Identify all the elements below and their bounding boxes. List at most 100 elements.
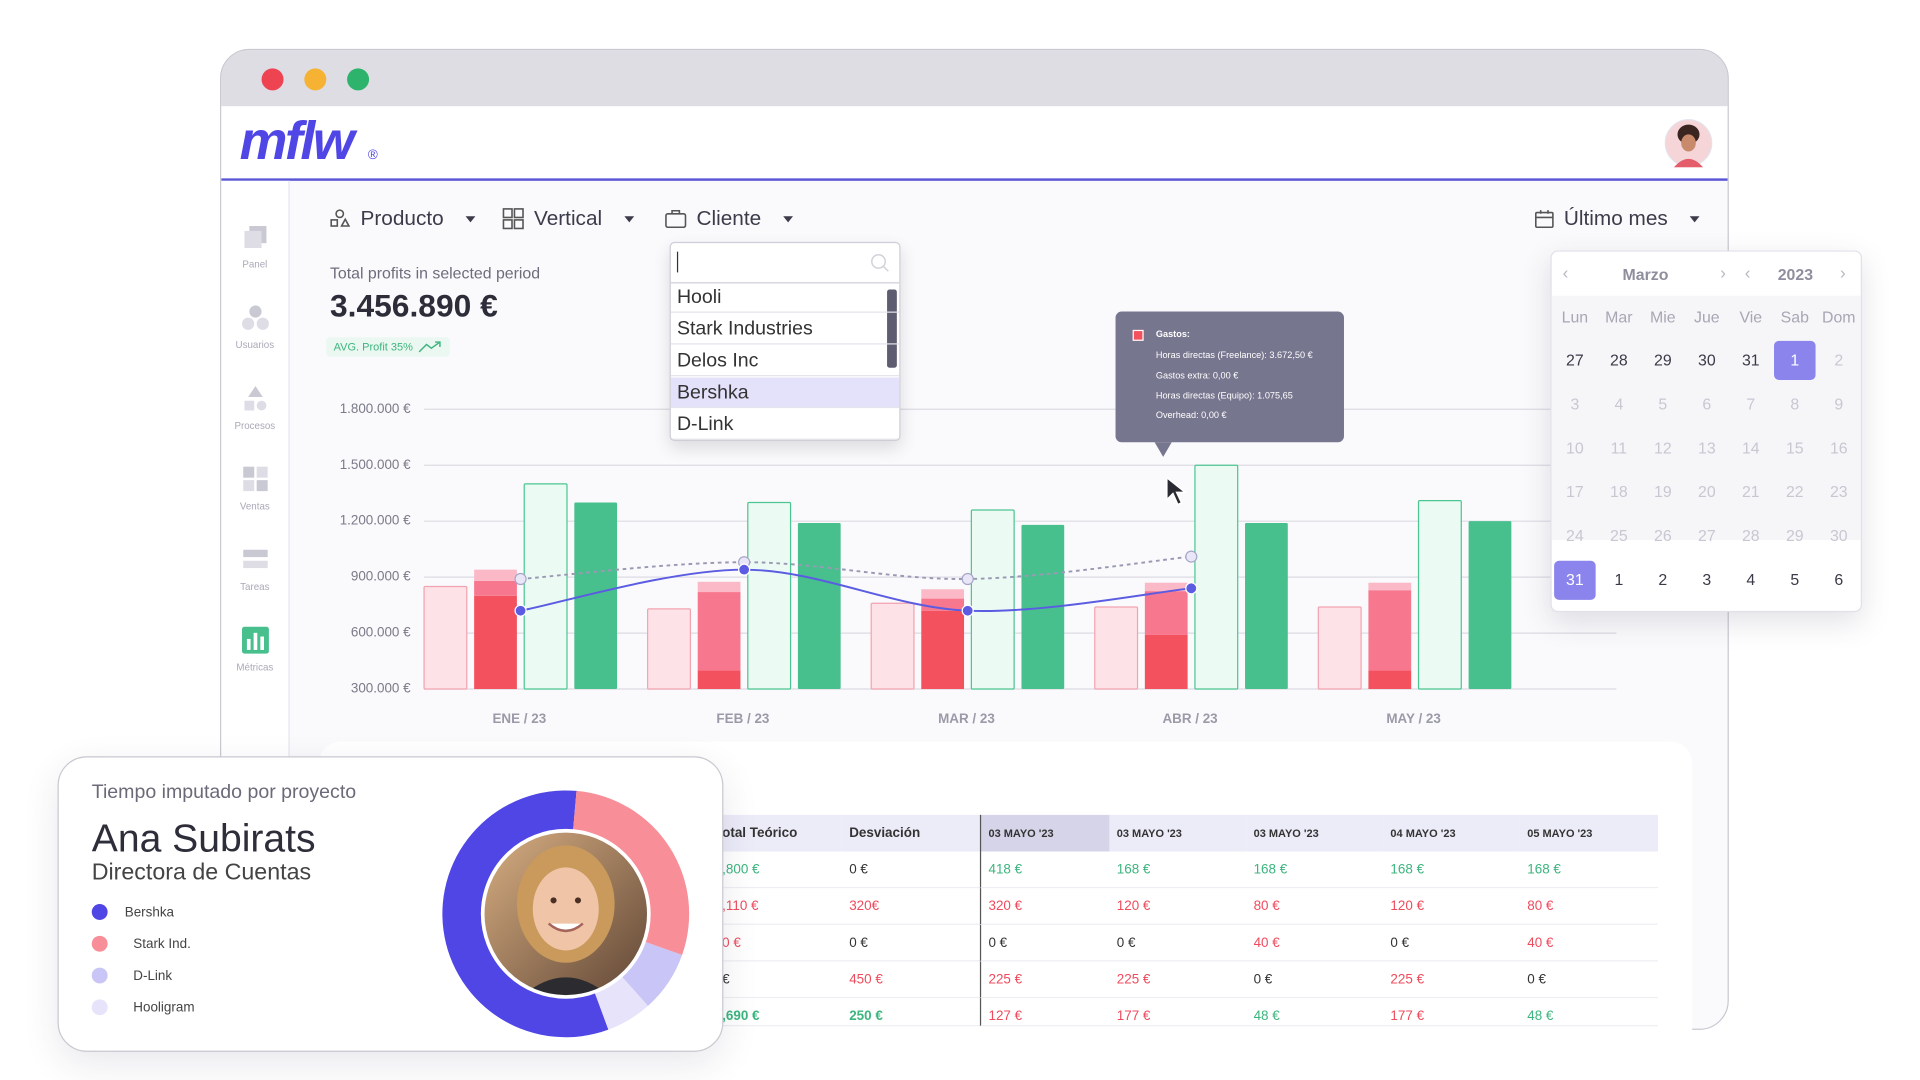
calendar-day[interactable]: 27: [1697, 526, 1716, 545]
table-header: 03 MAYO '23: [979, 814, 1110, 852]
calendar-day[interactable]: 29: [1654, 350, 1672, 369]
sidebar-label: Procesos: [234, 420, 276, 432]
calendar-day[interactable]: 20: [1697, 482, 1716, 501]
tooltip: Gastos: Horas directas (Freelance): 3.67…: [1115, 311, 1344, 457]
calendar-header: [1552, 252, 1861, 296]
caret: [624, 215, 634, 222]
table-cell: 0 €: [1383, 925, 1520, 962]
x-tick-label: ABR / 23: [1162, 711, 1217, 726]
bar: [1094, 606, 1139, 690]
minimize-button[interactable]: [304, 68, 327, 91]
calendar-day[interactable]: 15: [1785, 438, 1804, 457]
sidebar-item[interactable]: Panel: [221, 222, 288, 270]
tooltip-line: Horas directas (Equipo): 1.075,65: [1155, 389, 1293, 401]
sidebar-item[interactable]: Métricas: [221, 626, 288, 673]
sidebar-item[interactable]: Tareas: [221, 545, 288, 593]
y-tick-label: 300.000 €: [351, 681, 411, 696]
calendar-day[interactable]: 24: [1566, 526, 1584, 545]
photo-ring: [480, 828, 651, 999]
sidebar-item[interactable]: Ventas: [221, 464, 288, 512]
calendar-day[interactable]: 6: [1702, 394, 1712, 413]
dropdown-option[interactable]: Delos Inc: [670, 346, 900, 377]
calendar-day[interactable]: 28: [1610, 350, 1628, 369]
calendar-day[interactable]: 19: [1654, 482, 1672, 501]
calendar-day[interactable]: 5: [1658, 394, 1668, 413]
icon: [502, 208, 524, 230]
calendar-day[interactable]: 4: [1746, 570, 1756, 589]
dropdown-option[interactable]: Hooli: [670, 282, 900, 313]
calendar-day[interactable]: 2: [1658, 570, 1668, 589]
calendar-day[interactable]: 21: [1741, 482, 1760, 501]
calendar-day[interactable]: 28: [1741, 526, 1760, 545]
table-header: 03 MAYO '23: [1109, 814, 1247, 852]
calendar-day[interactable]: 9: [1834, 394, 1844, 413]
prev-month[interactable]: ‹: [1562, 262, 1569, 283]
caret: [465, 215, 476, 222]
calendar-day[interactable]: 25: [1610, 526, 1628, 545]
calendar-day[interactable]: 3: [1570, 394, 1580, 413]
stacked-bar-segment: [921, 610, 965, 690]
calendar-day[interactable]: 30: [1697, 350, 1716, 369]
calendar-day[interactable]: 23: [1829, 482, 1848, 501]
calendar-day[interactable]: 22: [1785, 482, 1804, 501]
maximize-button[interactable]: [347, 68, 370, 91]
calendar-day[interactable]: 2: [1834, 350, 1844, 369]
dropdown-option[interactable]: Bershka: [670, 377, 900, 409]
sidebar-item[interactable]: Procesos: [221, 384, 288, 432]
kpi-value: 3.456.890 €: [329, 287, 498, 324]
next-year[interactable]: ›: [1839, 262, 1846, 283]
tooltip-pointer: [1154, 442, 1172, 457]
search-input[interactable]: [670, 243, 900, 284]
calendar-day[interactable]: 13: [1697, 438, 1716, 457]
calendar-day[interactable]: 31: [1741, 350, 1760, 369]
table-cell: 418 €: [979, 851, 1110, 889]
x-tick-label: ENE / 23: [492, 711, 546, 726]
table-cell: 320€: [841, 888, 980, 925]
calendar-day[interactable]: 18: [1610, 482, 1628, 501]
calendar-day[interactable]: 5: [1790, 570, 1800, 589]
next-month[interactable]: ›: [1720, 262, 1726, 283]
x-tick-label: MAY / 23: [1386, 711, 1440, 726]
user-avatar[interactable]: [1664, 119, 1713, 168]
weekday-label: Jue: [1694, 307, 1720, 327]
calendar-day[interactable]: 16: [1829, 438, 1848, 457]
calendar-day[interactable]: 30: [1829, 526, 1848, 545]
calendar-day[interactable]: 6: [1834, 570, 1844, 589]
table-cell: 177 €: [1383, 998, 1520, 1027]
tooltip-line: Gastos extra: 0,00 €: [1155, 370, 1239, 382]
scrollbar[interactable]: [887, 289, 897, 368]
calendar-day[interactable]: 14: [1741, 438, 1760, 457]
calendar-day[interactable]: 3: [1702, 570, 1712, 589]
calendar-day[interactable]: 7: [1746, 394, 1756, 413]
bar: [747, 501, 792, 690]
dropdown-option[interactable]: Stark Industries: [670, 314, 900, 345]
calendar-day[interactable]: 29: [1785, 526, 1804, 545]
calendar-day[interactable]: 1: [1774, 340, 1816, 380]
close-button[interactable]: [261, 68, 284, 91]
logo[interactable]: mflw: [239, 111, 355, 172]
donut-segment: [594, 976, 649, 1030]
calendar-day[interactable]: 8: [1790, 394, 1800, 413]
calendar-day[interactable]: 31: [1554, 560, 1596, 600]
filter-vertical[interactable]: Vertical: [502, 206, 634, 230]
donut-segment: [442, 790, 609, 1038]
period-filter[interactable]: Último mes: [1535, 206, 1700, 230]
sidebar-icon: [243, 386, 266, 411]
calendar-day[interactable]: 10: [1566, 438, 1584, 457]
filter-cliente[interactable]: Cliente: [665, 206, 793, 230]
calendar-day[interactable]: 4: [1614, 394, 1624, 413]
sidebar-item[interactable]: Usuarios: [221, 303, 288, 351]
calendar-day[interactable]: 1: [1614, 570, 1624, 589]
dropdown-option[interactable]: D-Link: [670, 409, 900, 440]
calendar-day[interactable]: 27: [1566, 350, 1584, 369]
table-cell: 120 €: [1109, 888, 1247, 925]
prev-year[interactable]: ‹: [1744, 262, 1751, 283]
stacked-bar-segment: [1368, 582, 1412, 591]
filter-producto[interactable]: Producto: [329, 206, 476, 230]
calendar-day[interactable]: 26: [1654, 526, 1672, 545]
calendar-day[interactable]: 11: [1610, 438, 1628, 457]
calendar-day[interactable]: 12: [1654, 438, 1672, 457]
calendar-day[interactable]: 17: [1566, 482, 1584, 501]
table-cell: 320 €: [979, 888, 1110, 925]
line-marker: [514, 604, 527, 617]
